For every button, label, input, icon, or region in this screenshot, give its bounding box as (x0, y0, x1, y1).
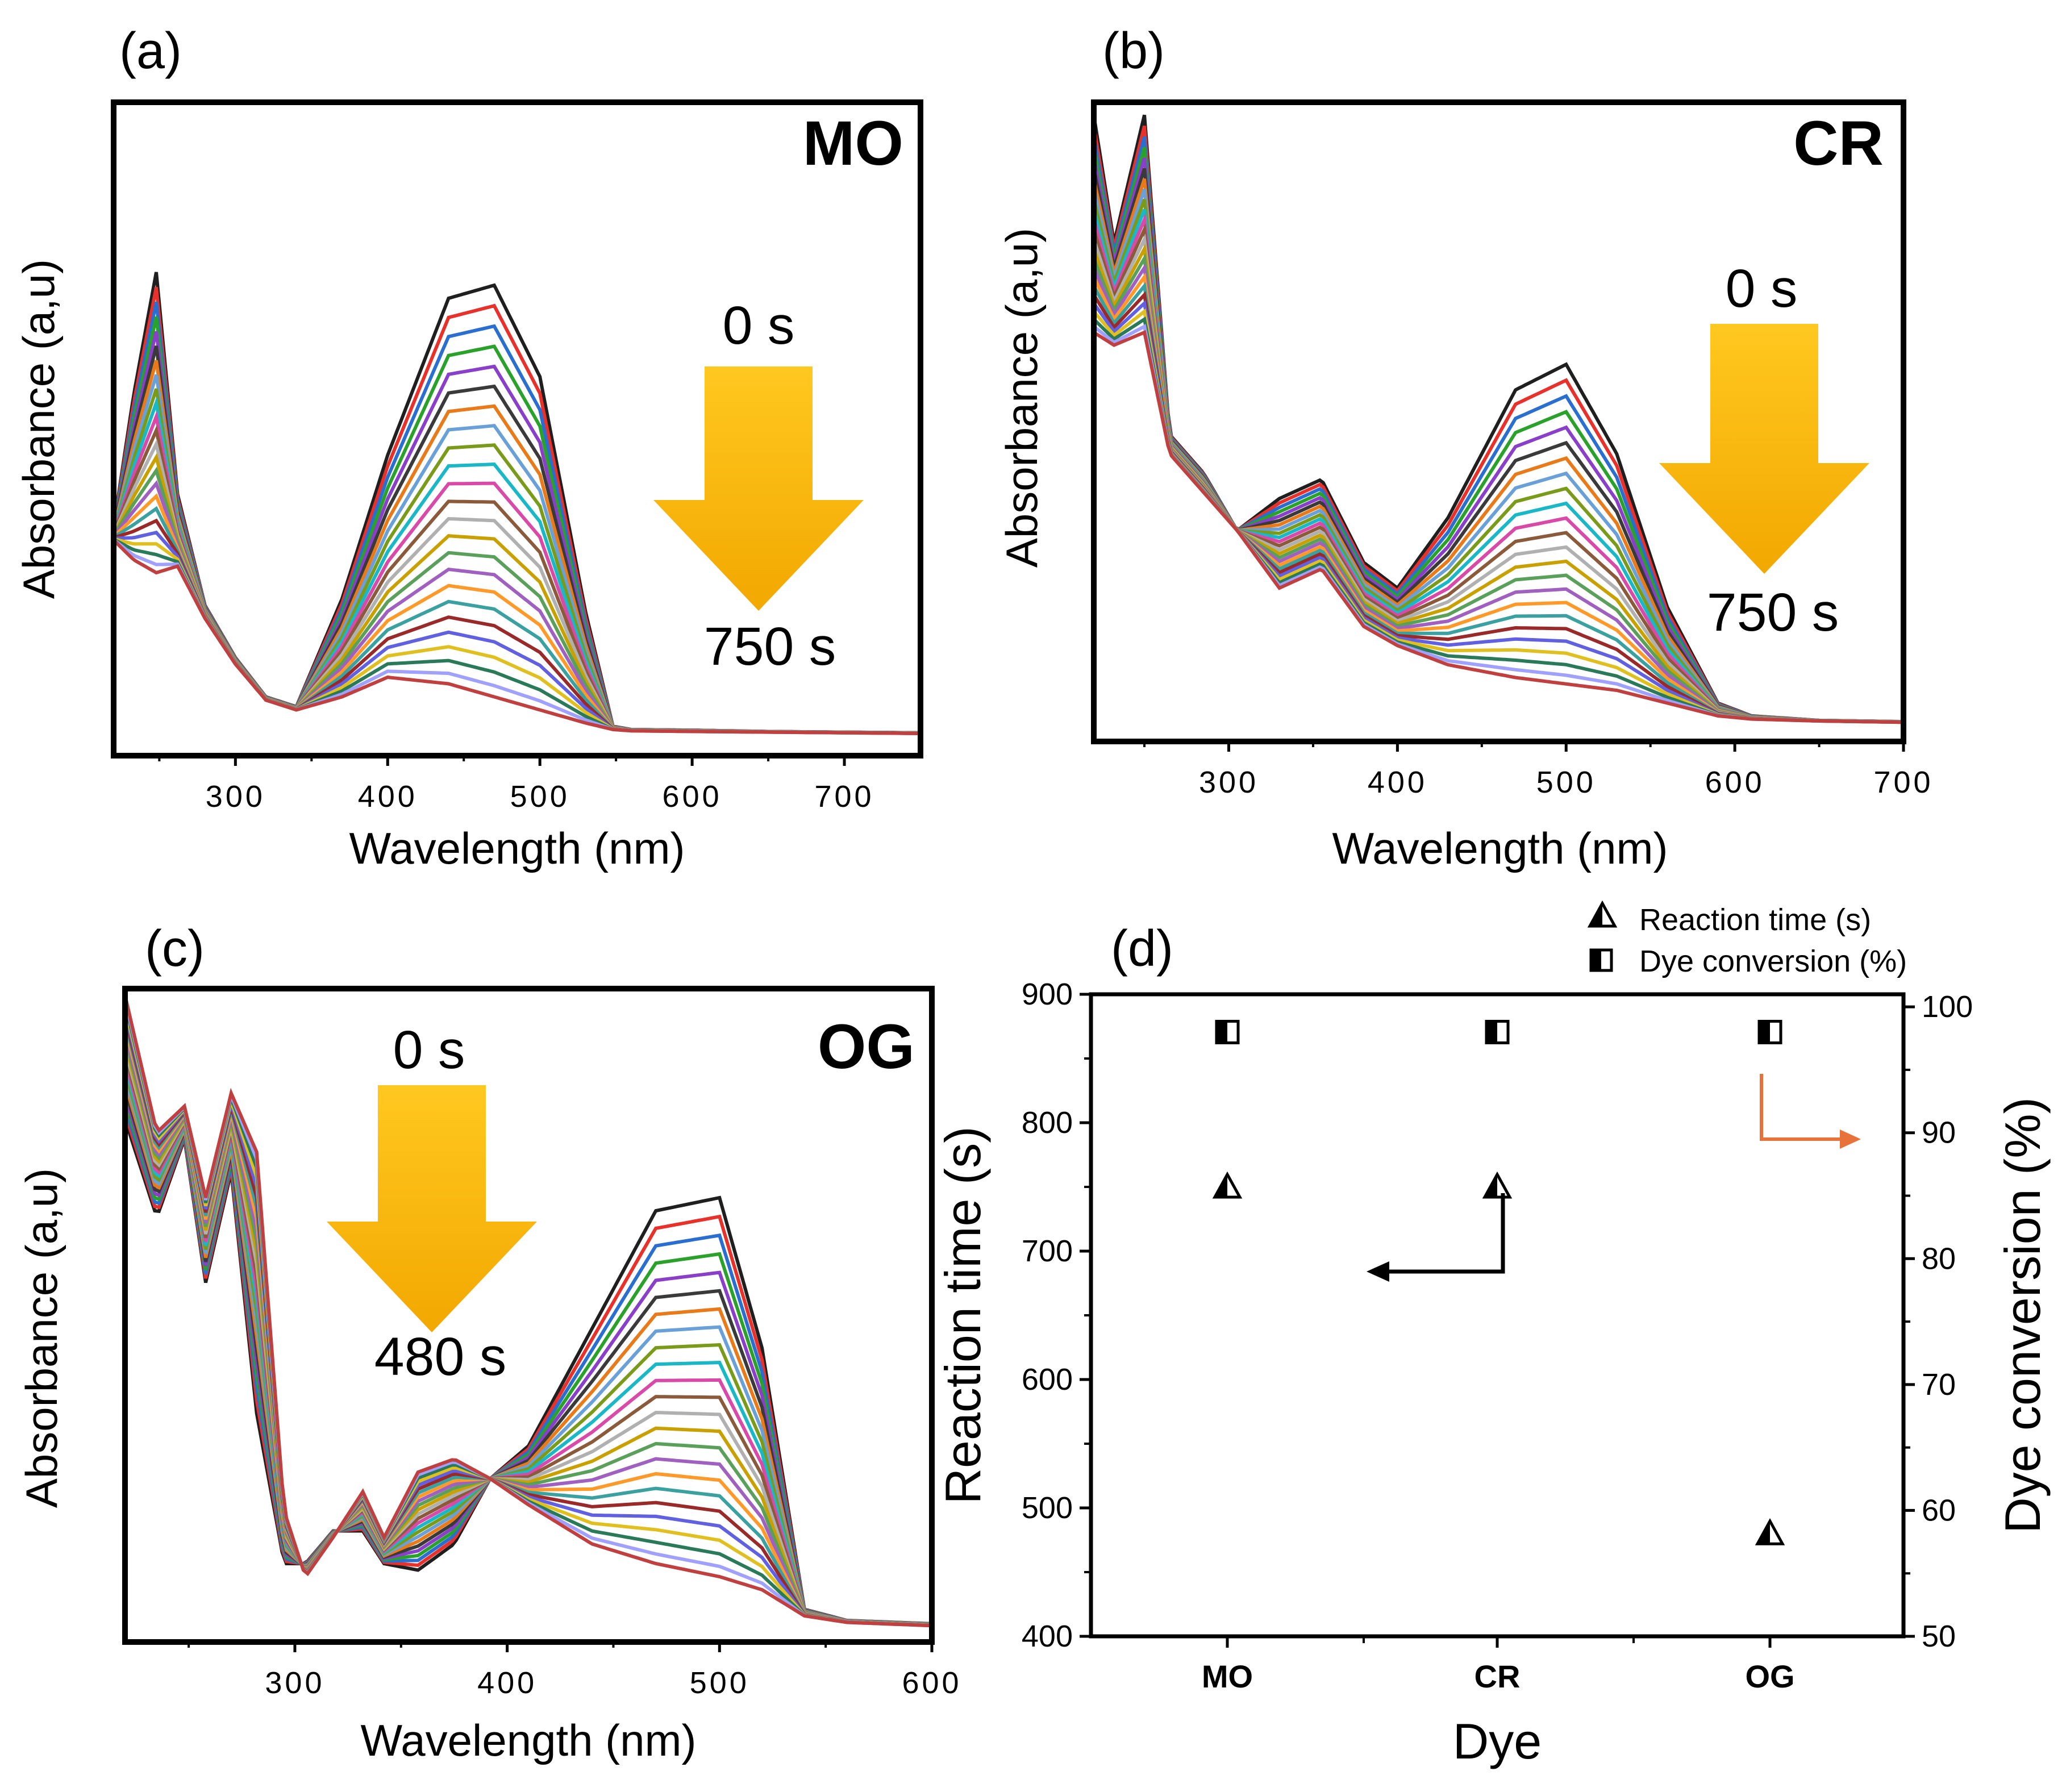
y-tick-label: 800 (1022, 1106, 1073, 1140)
down-arrow-icon (653, 366, 864, 611)
panel-d-markers (1212, 1019, 1785, 1545)
legend-triangle-fill (1590, 903, 1602, 926)
panel-c: (c) 300 400 500 600 OG 0 s 480 s Wavelength… (16, 920, 961, 1765)
panel-b-curves (1092, 114, 1904, 724)
x-tick-label: 400 (477, 1666, 537, 1700)
spectrum-line (1093, 330, 1904, 724)
panel-b-arrow: 0 s 750 s (1659, 259, 1869, 643)
x-category-label: OG (1745, 1658, 1794, 1694)
y-tick-label: 700 (1022, 1234, 1073, 1268)
left-axis-arrowhead-icon (1367, 1261, 1389, 1282)
reaction-time-marker-fill (1757, 1521, 1770, 1544)
panel-c-label: (c) (145, 920, 205, 977)
y-tick-label: 600 (1022, 1362, 1073, 1397)
x-tick-label: 400 (358, 780, 418, 814)
panel-d-annotation-arrows (1367, 1074, 1861, 1282)
y2-tick-label: 80 (1922, 1241, 1956, 1276)
y-tick-label: 900 (1022, 977, 1073, 1011)
panel-a-ylabel: Absorbance (a,u) (14, 259, 64, 599)
dye-conversion-marker-fill (1217, 1021, 1227, 1043)
x-tick-label: 300 (206, 780, 265, 814)
down-arrow-icon (1659, 324, 1869, 574)
panel-c-frame (122, 986, 935, 1645)
panel-c-ticks: 300 400 500 600 (188, 1642, 961, 1700)
right-axis-arrowhead-icon (1840, 1130, 1861, 1149)
panel-d-label: (d) (1111, 920, 1173, 977)
panel-a-label: (a) (119, 23, 182, 80)
panel-b-ylabel: Absorbance (a,u) (997, 228, 1047, 568)
y-tick-label: 500 (1022, 1491, 1073, 1525)
panel-a-frame (111, 99, 923, 759)
panel-a-title: MO (803, 109, 903, 178)
panel-c-arrow: 0 s 480 s (327, 1020, 537, 1387)
panel-b-label: (b) (1102, 23, 1165, 80)
y2-tick-label: 90 (1922, 1116, 1956, 1150)
x-tick-label: 300 (1199, 765, 1259, 799)
y2-tick-label: 100 (1922, 990, 1973, 1024)
panel-b-time-end: 750 s (1707, 582, 1839, 643)
panel-a-time-start: 0 s (723, 295, 795, 356)
dye-conversion-marker-fill (1759, 1021, 1770, 1043)
legend-dye-conversion-label: Dye conversion (%) (1639, 944, 1907, 978)
reaction-time-marker-fill (1215, 1174, 1227, 1197)
panel-b-time-start: 0 s (1726, 259, 1798, 319)
x-tick-label: 300 (265, 1666, 324, 1700)
panel-d-ticks: 400 500 600 700 800 900 50 60 70 80 90 100 MO CR OG (1022, 977, 1973, 1694)
y-tick-label: 400 (1022, 1619, 1073, 1653)
panel-c-xlabel: Wavelength (nm) (361, 1715, 697, 1765)
panel-c-time-end: 480 s (374, 1327, 506, 1387)
legend-square-fill (1591, 950, 1601, 970)
panel-a-ticks: 300 400 500 600 700 (158, 756, 874, 814)
right-axis-arrow-icon (1760, 1074, 1847, 1141)
y2-tick-label: 50 (1922, 1619, 1956, 1653)
x-tick-label: 600 (663, 780, 722, 814)
panel-a-time-end: 750 s (704, 616, 836, 677)
panel-d-ylabel: Reaction time (s) (935, 1126, 991, 1504)
panel-b-title: CR (1793, 109, 1884, 178)
panel-b-ticks: 300 400 500 600 700 (1143, 741, 1933, 799)
x-tick-label: 500 (510, 780, 570, 814)
x-tick-label: 600 (902, 1666, 961, 1700)
panel-d-y2label: Dye conversion (%) (1994, 1097, 2051, 1533)
panel-a-arrow: 0 s 750 s (653, 295, 864, 677)
y2-tick-label: 60 (1922, 1493, 1956, 1527)
panel-a-xlabel: Wavelength (nm) (349, 823, 685, 873)
x-tick-label: 500 (1536, 765, 1596, 799)
panel-b: (b) 300 400 500 600 700 CR 0 s 750 s Wavelen… (997, 23, 1933, 873)
reaction-time-marker-fill (1485, 1174, 1497, 1197)
x-tick-label: 400 (1368, 765, 1427, 799)
panel-d-xlabel: Dye (1453, 1713, 1542, 1769)
spectrum-line (112, 539, 920, 735)
panel-b-frame (1091, 99, 1906, 744)
panel-d-legend: Reaction time (s) Dye conversion (%) (1587, 900, 1907, 978)
left-axis-arrow-icon (1381, 1193, 1505, 1274)
y2-tick-label: 70 (1922, 1368, 1956, 1402)
panel-b-xlabel: Wavelength (nm) (1332, 823, 1668, 873)
x-tick-label: 700 (814, 780, 874, 814)
legend-reaction-time-label: Reaction time (s) (1639, 903, 1871, 937)
x-tick-label: 600 (1705, 765, 1765, 799)
panel-c-ylabel: Absorbance (a,u) (16, 1168, 66, 1508)
dye-conversion-marker-fill (1486, 1021, 1497, 1043)
down-arrow-icon (327, 1085, 537, 1332)
x-category-label: MO (1202, 1658, 1253, 1694)
x-tick-label: 700 (1873, 765, 1933, 799)
panel-c-time-start: 0 s (393, 1020, 465, 1080)
spectrum-line (123, 994, 932, 1628)
panel-c-title: OG (818, 1012, 915, 1082)
x-tick-label: 500 (690, 1666, 749, 1700)
panel-c-curves (123, 994, 932, 1628)
panel-a: (a) 300 400 500 600 700 MO 0 s 750 s Wavelen… (14, 23, 923, 873)
x-category-label: CR (1474, 1658, 1521, 1694)
panel-a-curves (112, 272, 921, 735)
panel-d: (d) Reaction time (s) Dye conversion (%)… (935, 900, 2051, 1769)
